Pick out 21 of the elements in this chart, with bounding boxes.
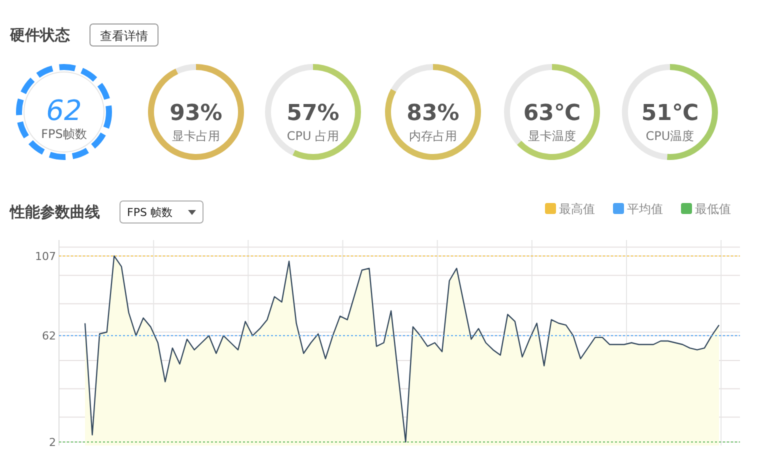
data-label: 83% xyxy=(406,101,460,126)
text: 显卡温度 xyxy=(528,129,576,143)
legend-label: 最低值 xyxy=(695,202,731,216)
y-tick-label: 107 xyxy=(35,250,56,263)
y-tick-label: 2 xyxy=(49,436,56,449)
legend-label: 最高值 xyxy=(559,202,595,216)
text: CPU 占用 xyxy=(286,129,340,143)
y-tick-label: 62 xyxy=(42,330,56,343)
text: 硬件状态 xyxy=(9,26,70,44)
text: CPU温度 xyxy=(646,129,694,143)
chart-subtitle: FPS 帧数 xyxy=(127,206,172,219)
data-label: 51℃ xyxy=(641,101,699,126)
text: 显卡占用 xyxy=(172,129,220,143)
data-label: 93% xyxy=(170,101,222,126)
chart-title: 性能参数曲线 xyxy=(9,203,100,221)
text: FPS帧数 xyxy=(41,127,87,141)
text: 内存占用 xyxy=(409,129,457,143)
legend-label: 平均值 xyxy=(627,202,663,216)
text: 查看详情 xyxy=(100,29,148,43)
data-label: 63℃ xyxy=(523,101,581,126)
data-label: 57% xyxy=(286,101,340,126)
